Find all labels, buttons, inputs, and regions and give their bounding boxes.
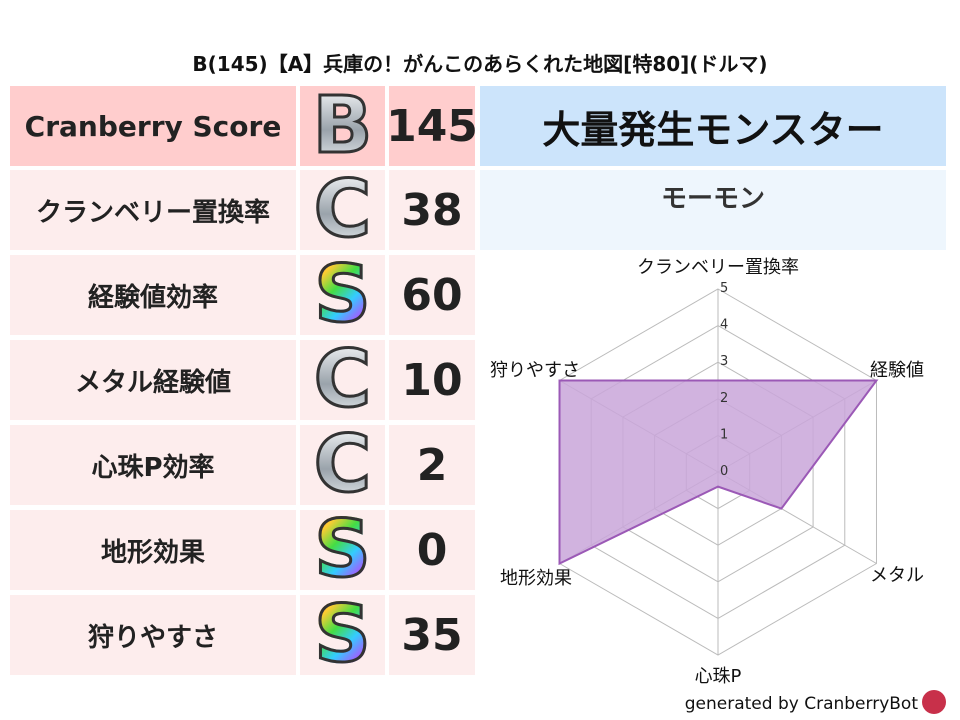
page-title: B(145)【A】兵庫の！がんこのあらくれた地図[特80](ドルマ) (192, 52, 768, 76)
grade-letter: S (313, 590, 372, 680)
tick-label: 4 (720, 318, 728, 333)
metric-row-value: 10 (389, 340, 475, 420)
axis-label: 狩りやすさ (490, 360, 580, 381)
grade-badge: C (300, 165, 385, 255)
metric-row-label: メタル経験値 (10, 340, 296, 420)
metric-row-label: クランベリー置換率 (10, 170, 296, 250)
grade-badge: C (300, 420, 385, 510)
footer-credit: generated by CranberryBot (684, 694, 918, 714)
metric-row-label: 経験値効率 (10, 255, 296, 335)
metric-row-value: 38 (389, 170, 475, 250)
monster-header: 大量発生モンスター (480, 86, 946, 166)
grade-letter: S (313, 505, 372, 595)
tick-label: 3 (720, 354, 728, 369)
metric-row-label: 地形効果 (10, 510, 296, 590)
grade-badge: S (300, 590, 385, 680)
monster-name-text: モーモン (660, 184, 765, 214)
tick-label: 0 (720, 464, 728, 479)
metric-row-value: 60 (389, 255, 475, 335)
grade-badge: C (300, 335, 385, 425)
grade-letter: C (312, 420, 372, 510)
axis-label: クランベリー置換率 (637, 257, 799, 278)
grade-letter: C (312, 165, 372, 255)
grade-badge: B (300, 81, 385, 171)
axis-label: メタル (870, 565, 924, 586)
tick-label: 5 (720, 281, 728, 296)
monster-name: モーモン (480, 170, 946, 250)
metric-row-label: 心珠P効率 (10, 425, 296, 505)
axis-label: 経験値 (870, 360, 924, 381)
grade-letter: B (311, 81, 373, 171)
metric-row-value: 0 (389, 510, 475, 590)
radar-series-area (558, 379, 879, 566)
axis-label: 地形効果 (500, 568, 572, 589)
grade-badge: S (300, 250, 385, 340)
metric-row-value: 35 (389, 595, 475, 675)
grade-letter: S (313, 250, 372, 340)
score-row-label: Cranberry Score (10, 86, 296, 166)
grade-letter: C (312, 335, 372, 425)
metric-row-value: 2 (389, 425, 475, 505)
metric-row-label: 狩りやすさ (10, 595, 296, 675)
cranberry-bot-logo-icon (922, 690, 946, 714)
grade-badge: S (300, 505, 385, 595)
score-row-value: 145 (386, 86, 478, 166)
tick-label: 2 (720, 391, 728, 406)
tick-label: 1 (720, 427, 728, 442)
axis-label: 心珠P (695, 666, 742, 687)
